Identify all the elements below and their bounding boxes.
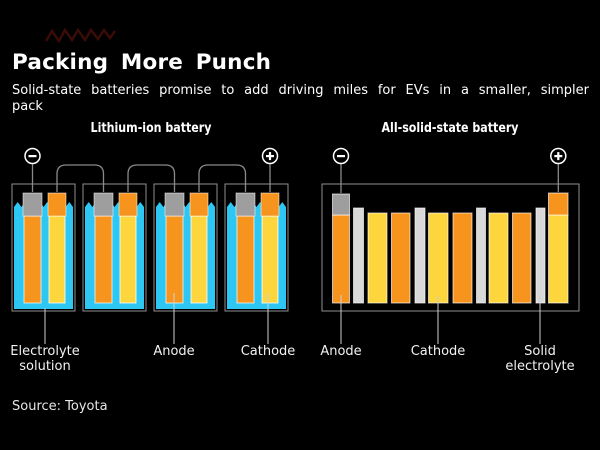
anode-plate	[391, 212, 411, 304]
subtitle-line-1: Solid-state batteries promise to add dri…	[12, 83, 589, 98]
anode-tab	[332, 193, 350, 216]
anode-plate	[165, 215, 184, 304]
anode-tab	[164, 192, 185, 217]
label-cathode-right: Cathode	[410, 344, 466, 360]
solid-state-diagram	[321, 147, 580, 312]
right-panel-title: All-solid-state battery	[381, 121, 519, 136]
cathode-tab	[118, 192, 138, 217]
positive-terminal-icon	[550, 147, 567, 165]
label-line: Cathode	[410, 344, 466, 359]
label-line: Anode	[320, 344, 362, 359]
label-line: Cathode	[240, 344, 296, 359]
cathode-plate	[548, 214, 569, 304]
cell-outline	[11, 183, 76, 312]
solid-electrolyte-plate	[353, 207, 364, 304]
cell-outline	[82, 183, 147, 312]
label-line: Anode	[153, 344, 195, 359]
battery-cell	[153, 183, 218, 312]
cathode-plate	[48, 215, 66, 304]
connecting-wire	[198, 164, 247, 192]
label-anode-right: Anode	[320, 344, 362, 360]
cell-outline	[224, 183, 289, 312]
label-cathode-left: Cathode	[240, 344, 296, 360]
page-title: Packing More Punch	[12, 50, 272, 75]
connecting-wire	[56, 164, 105, 192]
label-electrolyte-solution: Electrolyte solution	[10, 344, 80, 374]
solid-electrolyte-plate	[476, 207, 486, 304]
label-line: solution	[19, 358, 71, 374]
negative-terminal-icon	[332, 147, 350, 165]
label-line: Solid	[524, 344, 556, 359]
anode-plate	[23, 215, 42, 304]
cathode-plate	[119, 215, 137, 304]
solid-electrolyte-plate	[535, 207, 546, 304]
cathode-plate	[190, 215, 208, 304]
anode-tab	[93, 192, 114, 217]
left-panel-title: Lithium-ion battery	[90, 121, 212, 136]
cathode-tab	[548, 192, 569, 216]
cathode-plate	[261, 215, 279, 304]
page-subtitle: Solid-state batteries promise to add dri…	[12, 83, 589, 114]
anode-plate	[236, 215, 255, 304]
pack-outline	[321, 183, 580, 312]
label-line: electrolyte	[505, 358, 575, 374]
anode-plate	[94, 215, 113, 304]
label-anode-left: Anode	[153, 344, 195, 360]
cathode-plate	[428, 212, 449, 304]
anode-plate	[512, 212, 532, 304]
battery-cell	[224, 183, 289, 312]
cathode-tab	[189, 192, 209, 217]
label-solid-electrolyte: Solid electrolyte	[505, 344, 575, 374]
lithium-ion-diagram	[11, 147, 289, 312]
cathode-plate	[367, 212, 388, 304]
cathode-plate	[488, 212, 509, 304]
negative-terminal-icon	[24, 147, 41, 165]
leader-lines	[44, 293, 541, 344]
red-scribble-icon	[44, 27, 117, 44]
anode-plate	[452, 212, 473, 304]
cathode-tab	[47, 192, 67, 217]
battery-cell	[11, 183, 76, 312]
battery-cell	[82, 183, 147, 312]
label-line: Electrolyte	[10, 344, 80, 359]
subtitle-line-2: pack	[12, 98, 43, 114]
solid-electrolyte-plate	[414, 207, 426, 304]
source-credit: Source: Toyota	[12, 399, 108, 414]
anode-tab	[235, 192, 256, 217]
anode-plate	[332, 214, 350, 304]
cathode-tab	[260, 192, 280, 217]
anode-tab	[22, 192, 43, 217]
cell-outline	[153, 183, 218, 312]
connecting-wire	[127, 164, 176, 192]
positive-terminal-icon	[261, 147, 279, 165]
